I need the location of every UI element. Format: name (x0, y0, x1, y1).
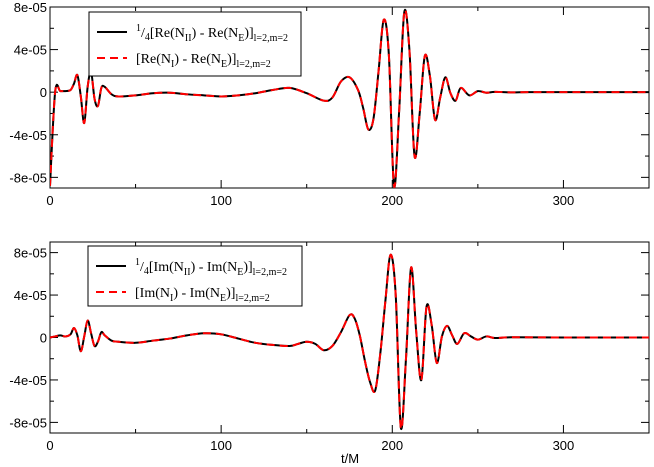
y-tick-label: -8e-05 (9, 415, 47, 430)
legend-label: [Re(NI) - Re(NE)]l=2,m=2 (136, 52, 271, 70)
bottom-panel: 8e-05 4e-05 0 -4e-05 -8e-05 0 100 200 300 1/4[Im… (9, 241, 650, 466)
y-tick-label: 8e-05 (14, 246, 47, 261)
x-tick-label: 100 (210, 193, 232, 208)
y-tick-label: -4e-05 (9, 373, 47, 388)
x-axis-label: t/M (341, 451, 359, 466)
legend: 1/4[Re(NII) - Re(NE)]l=2,m=2 [Re(NI) - Re… (88, 11, 302, 77)
x-tick-label: 100 (210, 438, 232, 453)
y-tick-label: 0 (40, 331, 47, 346)
legend-box (87, 245, 303, 307)
x-tick-label: 200 (381, 193, 403, 208)
y-tick-label: 0 (40, 85, 47, 100)
y-tick-label: 4e-05 (14, 288, 47, 303)
top-panel: 8e-05 4e-05 0 -4e-05 -8e-05 0 100 200 300 1/4[Re… (9, 0, 650, 208)
x-tick-label: 0 (46, 438, 53, 453)
x-tick-label: 0 (46, 193, 53, 208)
legend-label: 1/4[Im(NII) - Im(NE)]l=2,m=2 (135, 257, 287, 278)
y-tick-label: -8e-05 (9, 170, 47, 185)
legend-box (88, 11, 302, 77)
legend-label: 1/4[Re(NII) - Re(NE)]l=2,m=2 (136, 23, 288, 44)
series-line-dashed (50, 253, 649, 431)
x-tick-label: 300 (553, 193, 575, 208)
x-tick-label: 200 (381, 438, 403, 453)
legend: 1/4[Im(NII) - Im(NE)]l=2,m=2 [Im(NI) - Im… (87, 245, 303, 307)
series-lines (50, 253, 649, 431)
axis-ticks: 8e-05 4e-05 0 -4e-05 -8e-05 0 100 200 300 (9, 0, 649, 208)
x-tick-label: 300 (553, 438, 575, 453)
y-tick-label: -4e-05 (9, 128, 47, 143)
legend-label: [Im(NI) - Im(NE)]l=2,m=2 (135, 286, 270, 304)
y-tick-label: 4e-05 (14, 43, 47, 58)
axis-ticks: 8e-05 4e-05 0 -4e-05 -8e-05 0 100 200 300 (9, 242, 649, 453)
y-tick-label: 8e-05 (14, 0, 47, 15)
